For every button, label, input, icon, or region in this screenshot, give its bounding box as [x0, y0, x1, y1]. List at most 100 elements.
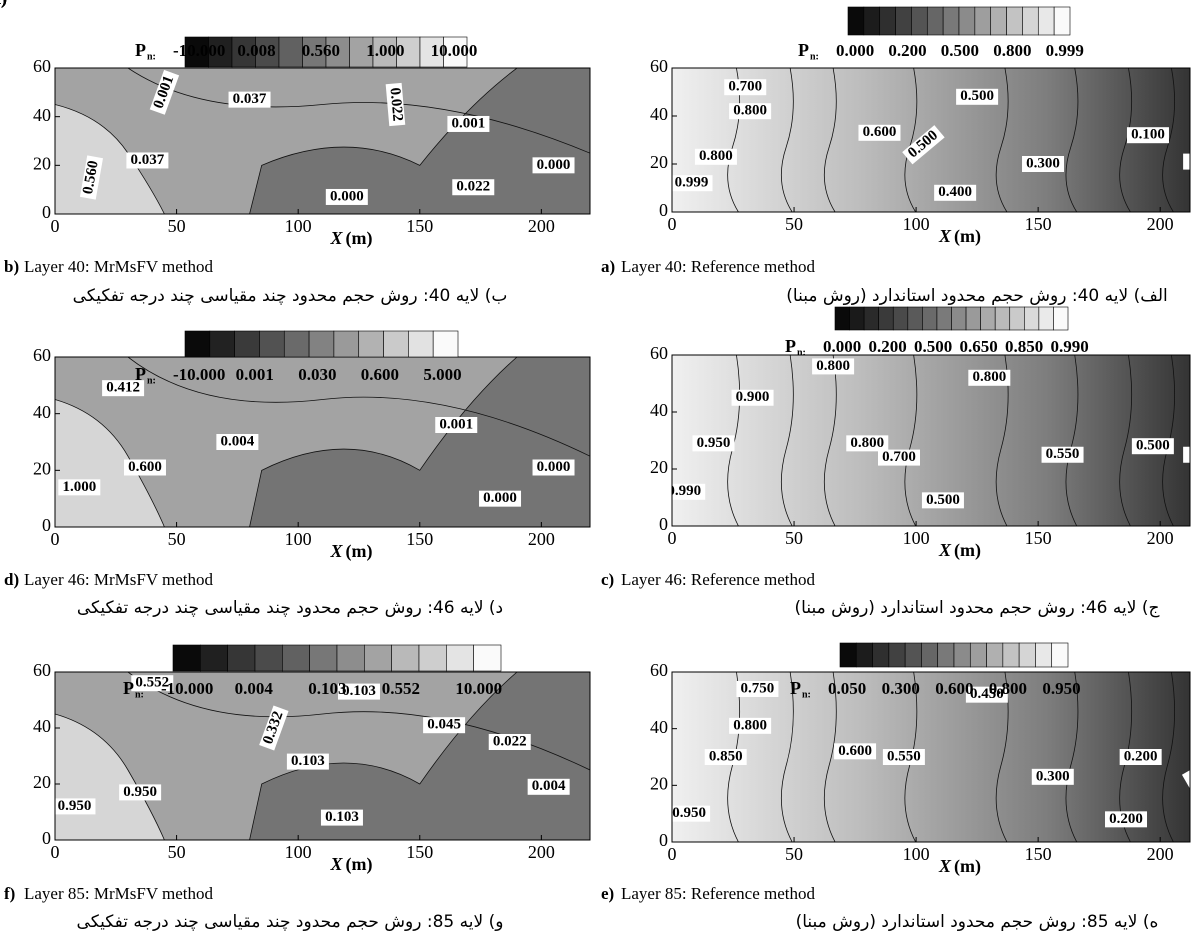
x-tick-label: 0 — [668, 528, 677, 548]
colorbar-swatch — [834, 306, 850, 331]
contour-label-bg — [452, 179, 495, 196]
x-axis-label: X — [329, 228, 343, 248]
contour-label: 0.022 — [387, 87, 406, 122]
contour-label-group: 0.000 — [532, 157, 575, 174]
contour-label-bg — [965, 686, 1008, 703]
colorbar-swatch — [1038, 306, 1054, 331]
contour-label-bg — [259, 705, 289, 751]
contour-label-group: 0.600 — [123, 459, 166, 476]
contour-label: 0.600 — [863, 124, 897, 140]
x-tick-label: 100 — [285, 216, 312, 236]
contour-label-bg — [423, 717, 466, 734]
contour-label: 0.10 — [1188, 757, 1194, 784]
contour-label-group: 0.800 — [729, 103, 772, 120]
colorbar-tick-label: 0.990 — [1051, 337, 1089, 356]
contour-label: 0.950 — [123, 784, 157, 800]
contour-label-group: 0.600 — [834, 743, 877, 760]
caption-fa: د) لایه 46: روش حجم محدود چند مقیاسی چند… — [77, 598, 503, 618]
contour-label-group: 0.001 — [435, 416, 478, 433]
contour-label-group: 0.000 — [532, 459, 575, 476]
contour-line — [823, 672, 837, 842]
colorbar-swatch — [904, 642, 922, 668]
colorbar-tick-label: 0.008 — [237, 41, 275, 60]
colorbar-swatch — [1022, 6, 1039, 36]
colorbar-tick-label: 0.004 — [235, 679, 274, 698]
x-tick-label: 0 — [668, 844, 677, 864]
caption: Layer 85: Reference method — [621, 884, 815, 903]
y-tick-label: 20 — [650, 152, 668, 172]
contour-label: 0.300 — [1036, 768, 1070, 784]
contour-label-bg — [731, 389, 774, 406]
caption-label: b) — [4, 257, 19, 276]
x-axis-label: X — [938, 226, 952, 246]
contour-label-bg — [488, 734, 531, 750]
contour-label-bg — [1131, 438, 1174, 455]
y-tick-label: 60 — [33, 56, 51, 76]
colorbar-swatch — [473, 644, 502, 672]
contour-label-group: 0.450 — [965, 686, 1008, 703]
colorbar-tick-label: 10.000 — [455, 679, 502, 698]
contour-label-bg — [672, 805, 711, 822]
contour-label-bg — [694, 148, 737, 165]
contour-label-group: 0.800 — [694, 148, 737, 165]
colorbar-swatch — [1053, 6, 1071, 36]
y-tick-label: 0 — [659, 830, 668, 850]
colorbar-label: P — [135, 40, 146, 60]
y-tick-label: 60 — [650, 660, 668, 680]
colorbar-tick-label: 0.103 — [308, 679, 346, 698]
contour-label-bg — [228, 91, 271, 108]
colorbar-tick-label: 0.200 — [869, 337, 907, 356]
y-tick-label: 60 — [650, 56, 668, 76]
plot-area: 0.8000.8000.9000.8000.7000.9500.5500.500… — [672, 355, 1190, 526]
colorbar-swatch — [209, 330, 235, 358]
colorbar-swatch — [892, 306, 909, 331]
contour-label: 0.412 — [106, 380, 140, 396]
y-tick-label: 40 — [650, 717, 668, 737]
contour-label-group: 0.850 — [704, 748, 747, 765]
colorbar-tick-label: -10.000 — [173, 41, 225, 60]
colorbar-swatch — [863, 6, 881, 36]
colorbar-swatch — [259, 330, 285, 358]
contour-label: 0.004 — [221, 433, 255, 449]
contour-label-group: 0.990 — [672, 483, 706, 500]
contour-label: 0.600 — [838, 743, 872, 759]
colorbar-label: P — [785, 336, 796, 356]
caption-label: e) — [601, 884, 614, 903]
colorbar-swatch — [1006, 6, 1023, 36]
contour-label: 0.103 — [342, 683, 376, 699]
contour-label-bg — [385, 82, 406, 127]
colorbar-swatch — [364, 644, 392, 672]
contour-label-bg — [126, 152, 169, 169]
colorbar-tick-label: 0.560 — [302, 41, 340, 60]
caption-label: f) — [4, 884, 15, 903]
contour-label-group: 0.004 — [216, 433, 259, 450]
contour-label: 0.850 — [709, 748, 743, 764]
colorbar-swatch — [432, 330, 459, 358]
contour-label-bg — [447, 115, 490, 132]
contour-label-group: 0.022 — [452, 179, 495, 196]
colorbar-tick-label: 0.001 — [236, 365, 274, 384]
contour-label: 0.001 — [452, 115, 486, 131]
contour-label-bg — [58, 479, 101, 496]
plot-frame — [671, 671, 1191, 843]
contour-label: 0.022 — [493, 733, 527, 749]
contour-label-bg — [479, 490, 522, 507]
colorbar-tick-label: 10.000 — [431, 41, 478, 60]
contour-line — [780, 68, 794, 212]
colorbar-swatch — [184, 330, 211, 358]
contour-label-group: 0.950 — [692, 435, 735, 452]
colorbar-swatch — [863, 306, 879, 331]
x-tick-label: 50 — [168, 216, 186, 236]
contour-label-group: 0.10 — [1181, 753, 1194, 789]
contour-label-group: 0.700 — [878, 449, 921, 466]
contour-label-group: 0.103 — [337, 683, 380, 700]
contour-label-group: 0.999 — [672, 175, 713, 192]
x-tick-label: 50 — [785, 844, 803, 864]
contour-label-bg — [55, 798, 96, 815]
colorbar-swatch — [1002, 642, 1020, 668]
contour-label-bg — [729, 103, 772, 120]
contour-label-group: 0.950 — [55, 798, 96, 815]
colorbar-swatch — [418, 644, 447, 672]
contour-line — [727, 672, 741, 842]
